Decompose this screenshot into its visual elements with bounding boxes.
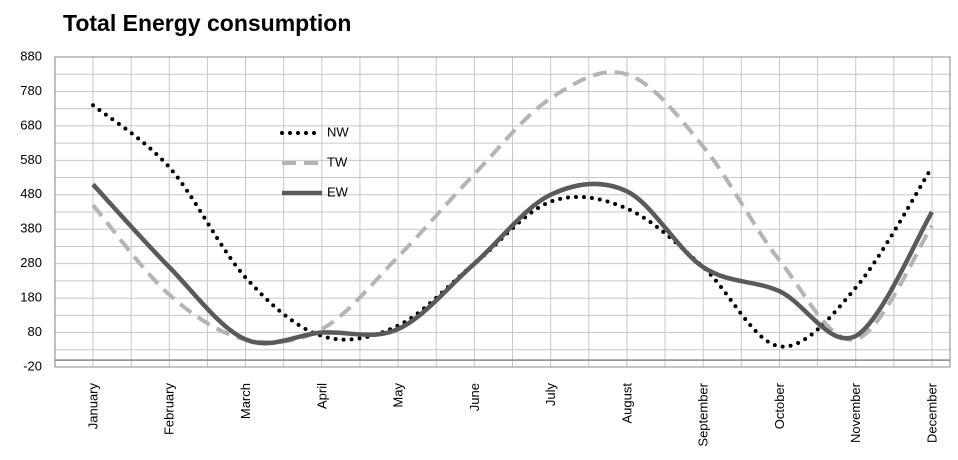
legend-label: EW xyxy=(327,184,349,199)
x-tick-label: October xyxy=(772,382,787,429)
x-tick-label: April xyxy=(314,383,329,409)
y-tick-label: 880 xyxy=(20,48,42,63)
y-tick-label: -20 xyxy=(23,358,42,373)
x-tick-label: September xyxy=(696,382,711,446)
y-tick-label: 480 xyxy=(20,186,42,201)
y-tick-label: 680 xyxy=(20,117,42,132)
y-tick-label: 80 xyxy=(28,324,42,339)
line-series xyxy=(91,103,934,349)
chart-title: Total Energy consumption xyxy=(63,10,351,36)
x-tick-label: January xyxy=(85,383,100,430)
x-tick-label: August xyxy=(619,383,634,424)
x-tick-label: November xyxy=(848,382,863,443)
x-tick-label: March xyxy=(238,383,253,419)
legend-label: NW xyxy=(327,124,349,139)
x-tick-label: June xyxy=(467,383,482,411)
y-tick-label: 780 xyxy=(20,83,42,98)
x-tick-label: December xyxy=(924,382,939,443)
y-tick-label: 380 xyxy=(20,221,42,236)
legend-label: TW xyxy=(327,154,348,169)
x-tick-label: February xyxy=(162,383,177,436)
y-tick-label: 180 xyxy=(20,290,42,305)
x-tick-label: July xyxy=(543,383,558,407)
plot-frame xyxy=(54,56,951,368)
line-series xyxy=(91,181,934,346)
y-tick-label: 580 xyxy=(20,152,42,167)
x-tick-label: May xyxy=(391,383,406,408)
y-tick-label: 280 xyxy=(20,255,42,270)
